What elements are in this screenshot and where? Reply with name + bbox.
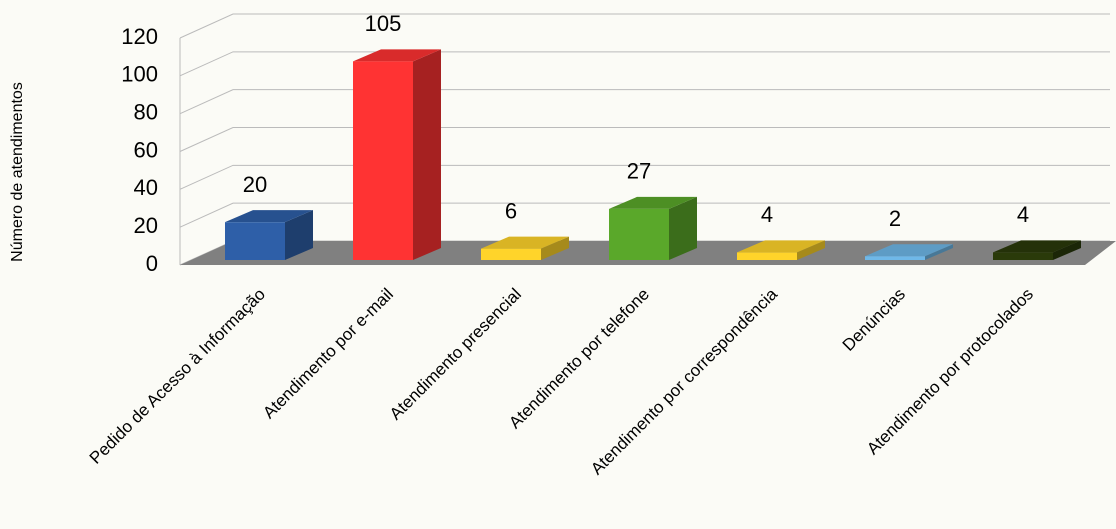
bar <box>225 222 285 260</box>
bar <box>737 252 797 260</box>
bar <box>865 256 925 260</box>
bar-side <box>925 244 953 260</box>
grid-line <box>179 89 1110 115</box>
value-label: 6 <box>505 198 517 223</box>
bar-top <box>353 49 441 62</box>
bar-top <box>737 240 825 253</box>
y-tick-label: 80 <box>134 99 158 124</box>
bar-top <box>481 236 569 249</box>
bar-top <box>865 244 953 257</box>
y-tick-label: 60 <box>134 137 158 162</box>
grid-line <box>179 164 1110 190</box>
grid-line <box>179 51 1110 77</box>
value-label: 27 <box>627 159 651 184</box>
value-label: 4 <box>1017 202 1029 227</box>
bar-side <box>797 240 825 260</box>
bar <box>481 248 541 260</box>
bar-top <box>993 240 1081 253</box>
grid-line <box>179 13 1110 39</box>
grid-line <box>179 127 1110 152</box>
y-axis-label: Número de atendimentos <box>9 82 26 262</box>
bar <box>993 252 1053 260</box>
y-tick-label: 100 <box>121 62 158 87</box>
grid-line <box>179 202 1110 228</box>
bar <box>353 61 413 260</box>
value-label: 105 <box>365 11 402 36</box>
value-label: 2 <box>889 206 901 231</box>
bar-side <box>541 236 569 260</box>
value-label: 4 <box>761 202 773 227</box>
y-tick-label: 0 <box>146 251 158 276</box>
bar <box>609 208 669 260</box>
bar-side <box>285 210 313 260</box>
y-tick-label: 120 <box>121 24 158 49</box>
bar-top <box>225 210 313 223</box>
bar-side <box>1053 240 1081 260</box>
bar-top <box>609 196 697 209</box>
y-tick-label: 40 <box>134 175 158 200</box>
y-tick-label: 20 <box>134 213 158 238</box>
bar-side <box>669 196 697 260</box>
value-label: 20 <box>243 172 267 197</box>
bar-side <box>413 49 441 260</box>
